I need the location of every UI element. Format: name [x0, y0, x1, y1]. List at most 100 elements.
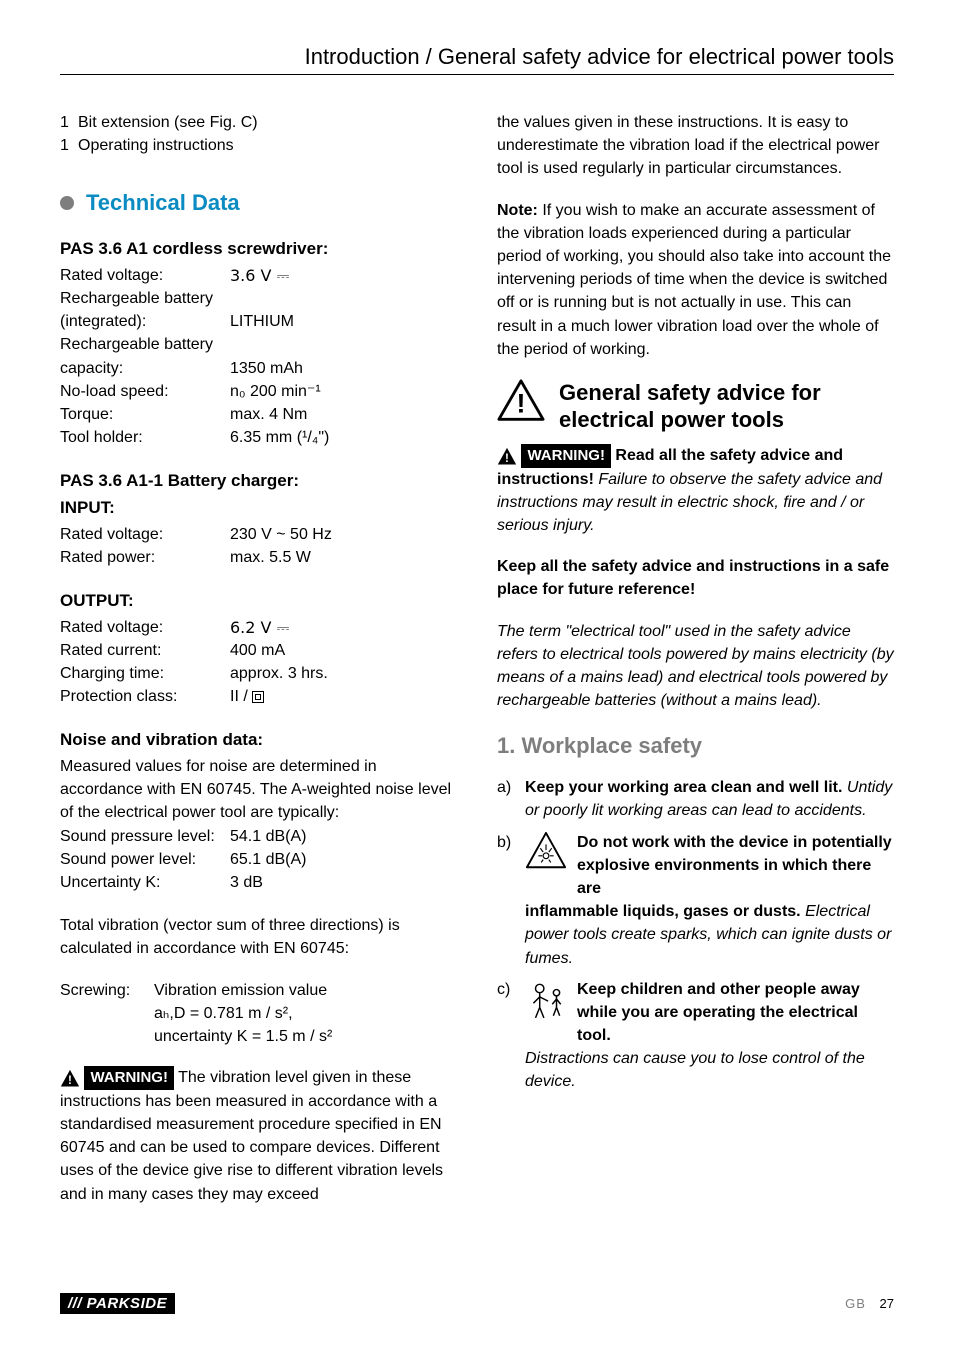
output-label: OUTPUT: [60, 589, 457, 614]
screwing-line1: Vibration emission value [154, 979, 332, 1002]
spec-label: Rated power: [60, 546, 230, 569]
item-bold-part1: Do not work with the device in potential… [577, 831, 894, 901]
spec-label: (integrated): [60, 310, 230, 333]
page-header: Introduction / General safety advice for… [60, 44, 894, 75]
item-body: Keep children and other people away whil… [525, 978, 894, 1094]
spec-value: max. 5.5 W [230, 546, 311, 569]
section-1-heading: 1. Workplace safety [497, 730, 894, 762]
spec-label: Rechargeable battery [60, 333, 230, 356]
safety-item-b: b) Do not work with the devic [497, 831, 894, 970]
qty: 1 [60, 134, 78, 157]
vibration-intro: Total vibration (vector sum of three dir… [60, 914, 457, 960]
spec-value: 3 dB [230, 871, 263, 894]
noise-intro: Measured values for noise are determined… [60, 755, 457, 825]
big-heading: General safety advice for electrical pow… [559, 379, 821, 434]
spec-label: No-load speed: [60, 380, 230, 403]
spec-value: 65.1 dB(A) [230, 848, 306, 871]
spec-label: Torque: [60, 403, 230, 426]
screwing-line2: aₕ,D = 0.781 m / s², [154, 1002, 332, 1025]
svg-text:!: ! [68, 1074, 72, 1087]
spec-label: Sound power level: [60, 848, 230, 871]
people-away-icon [525, 978, 567, 1020]
heading-text: Technical Data [86, 187, 240, 219]
spec-label: Protection class: [60, 685, 230, 708]
spec-value: 400 mA [230, 639, 285, 662]
screwing-block: Screwing: Vibration emission value aₕ,D … [60, 979, 457, 1049]
noise-heading: Noise and vibration data: [60, 728, 457, 753]
spec-value: LITHIUM [230, 310, 294, 333]
header-title: Introduction / General safety advice for… [60, 44, 894, 70]
warning-badge: WARNING! [521, 444, 611, 468]
warning-paragraph-2: ! WARNING! Read all the safety advice an… [497, 444, 894, 537]
country-code: GB [845, 1296, 866, 1311]
svg-text:!: ! [505, 452, 509, 465]
item-letter: b) [497, 831, 517, 970]
subheading: PAS 3.6 A1-1 Battery charger: [60, 469, 457, 494]
safety-item-c: c) Keep children and other people away w [497, 978, 894, 1094]
spec-label: Uncertainty K: [60, 871, 230, 894]
safety-item-a: a) Keep your working area clean and well… [497, 776, 894, 822]
warning-text: The vibration level given in these instr… [60, 1069, 443, 1202]
continuation-paragraph: the values given in these instructions. … [497, 111, 894, 181]
warning-badge: WARNING! [84, 1066, 174, 1090]
item-letter: c) [497, 978, 517, 1094]
spec-value: max. 4 Nm [230, 403, 307, 426]
spec-value: 3.6 V ⎓ [230, 264, 289, 287]
warning-triangle-icon: ! [60, 1069, 80, 1087]
screwing-label: Screwing: [60, 979, 140, 1049]
body-columns: 1 Bit extension (see Fig. C) 1 Operating… [60, 111, 894, 1206]
right-column: the values given in these instructions. … [497, 111, 894, 1206]
warning-paragraph-1: ! WARNING! The vibration level given in … [60, 1066, 457, 1206]
item-letter: a) [497, 776, 517, 822]
spec-label: Rated voltage: [60, 616, 230, 639]
spec-value: II / [230, 685, 264, 708]
note-text: If you wish to make an accurate assessme… [497, 202, 891, 358]
bullet-icon [60, 196, 74, 210]
footer-right: GB 27 [845, 1296, 894, 1311]
noise-data: Noise and vibration data: Measured value… [60, 728, 457, 894]
scope-list: 1 Bit extension (see Fig. C) 1 Operating… [60, 111, 457, 157]
note-paragraph: Note: If you wish to make an accurate as… [497, 199, 894, 361]
brand-badge: /// PARKSIDE [60, 1293, 175, 1314]
item-text: Operating instructions [78, 134, 234, 157]
screwing-body: Vibration emission value aₕ,D = 0.781 m … [154, 979, 332, 1049]
warning-triangle-icon: ! [497, 447, 517, 465]
item-bold: Keep children and other people away whil… [577, 978, 894, 1048]
note-lead: Note: [497, 202, 538, 219]
spec-label: Rated voltage: [60, 523, 230, 546]
spec-value: 6.35 mm (¹/₄") [230, 426, 329, 449]
double-insulation-icon [252, 691, 264, 703]
subheading: PAS 3.6 A1 cordless screwdriver: [60, 237, 457, 262]
spec-value: 1350 mAh [230, 357, 303, 380]
svg-text:!: ! [517, 388, 526, 418]
item-text: Bit extension (see Fig. C) [78, 111, 258, 134]
spec-label: Rated current: [60, 639, 230, 662]
left-column: 1 Bit extension (see Fig. C) 1 Operating… [60, 111, 457, 1206]
spec-label: Charging time: [60, 662, 230, 685]
spec-label: Rechargeable battery [60, 287, 230, 310]
spec-value: 6.2 V ⎓ [230, 616, 289, 639]
item-bold: Keep your working area clean and well li… [525, 779, 842, 796]
item-bold-part2: inflammable liquids, gases or dusts. [525, 903, 801, 920]
screwdriver-specs: PAS 3.6 A1 cordless screwdriver: Rated v… [60, 237, 457, 449]
qty: 1 [60, 111, 78, 134]
spec-value: n₀ 200 min⁻¹ [230, 380, 321, 403]
spec-value: 230 V ~ 50 Hz [230, 523, 332, 546]
spec-label: Tool holder: [60, 426, 230, 449]
spec-value: 54.1 dB(A) [230, 825, 306, 848]
keep-safety-advice: Keep all the safety advice and instructi… [497, 555, 894, 601]
spec-label: Sound pressure level: [60, 825, 230, 848]
general-safety-heading: ! General safety advice for electrical p… [497, 379, 894, 434]
technical-data-heading: Technical Data [60, 187, 457, 219]
page-number: 27 [880, 1296, 894, 1311]
item-body: Keep your working area clean and well li… [525, 776, 894, 822]
spec-label: Rated voltage: [60, 264, 230, 287]
list-item: 1 Operating instructions [60, 134, 457, 157]
screwing-line3: uncertainty K = 1.5 m / s² [154, 1025, 332, 1048]
warning-triangle-large-icon: ! [497, 379, 545, 421]
explosion-icon [525, 831, 567, 869]
output-specs: OUTPUT: Rated voltage:6.2 V ⎓ Rated curr… [60, 589, 457, 708]
spec-label: capacity: [60, 357, 230, 380]
spec-value: approx. 3 hrs. [230, 662, 328, 685]
item-body: Do not work with the device in potential… [525, 831, 894, 970]
